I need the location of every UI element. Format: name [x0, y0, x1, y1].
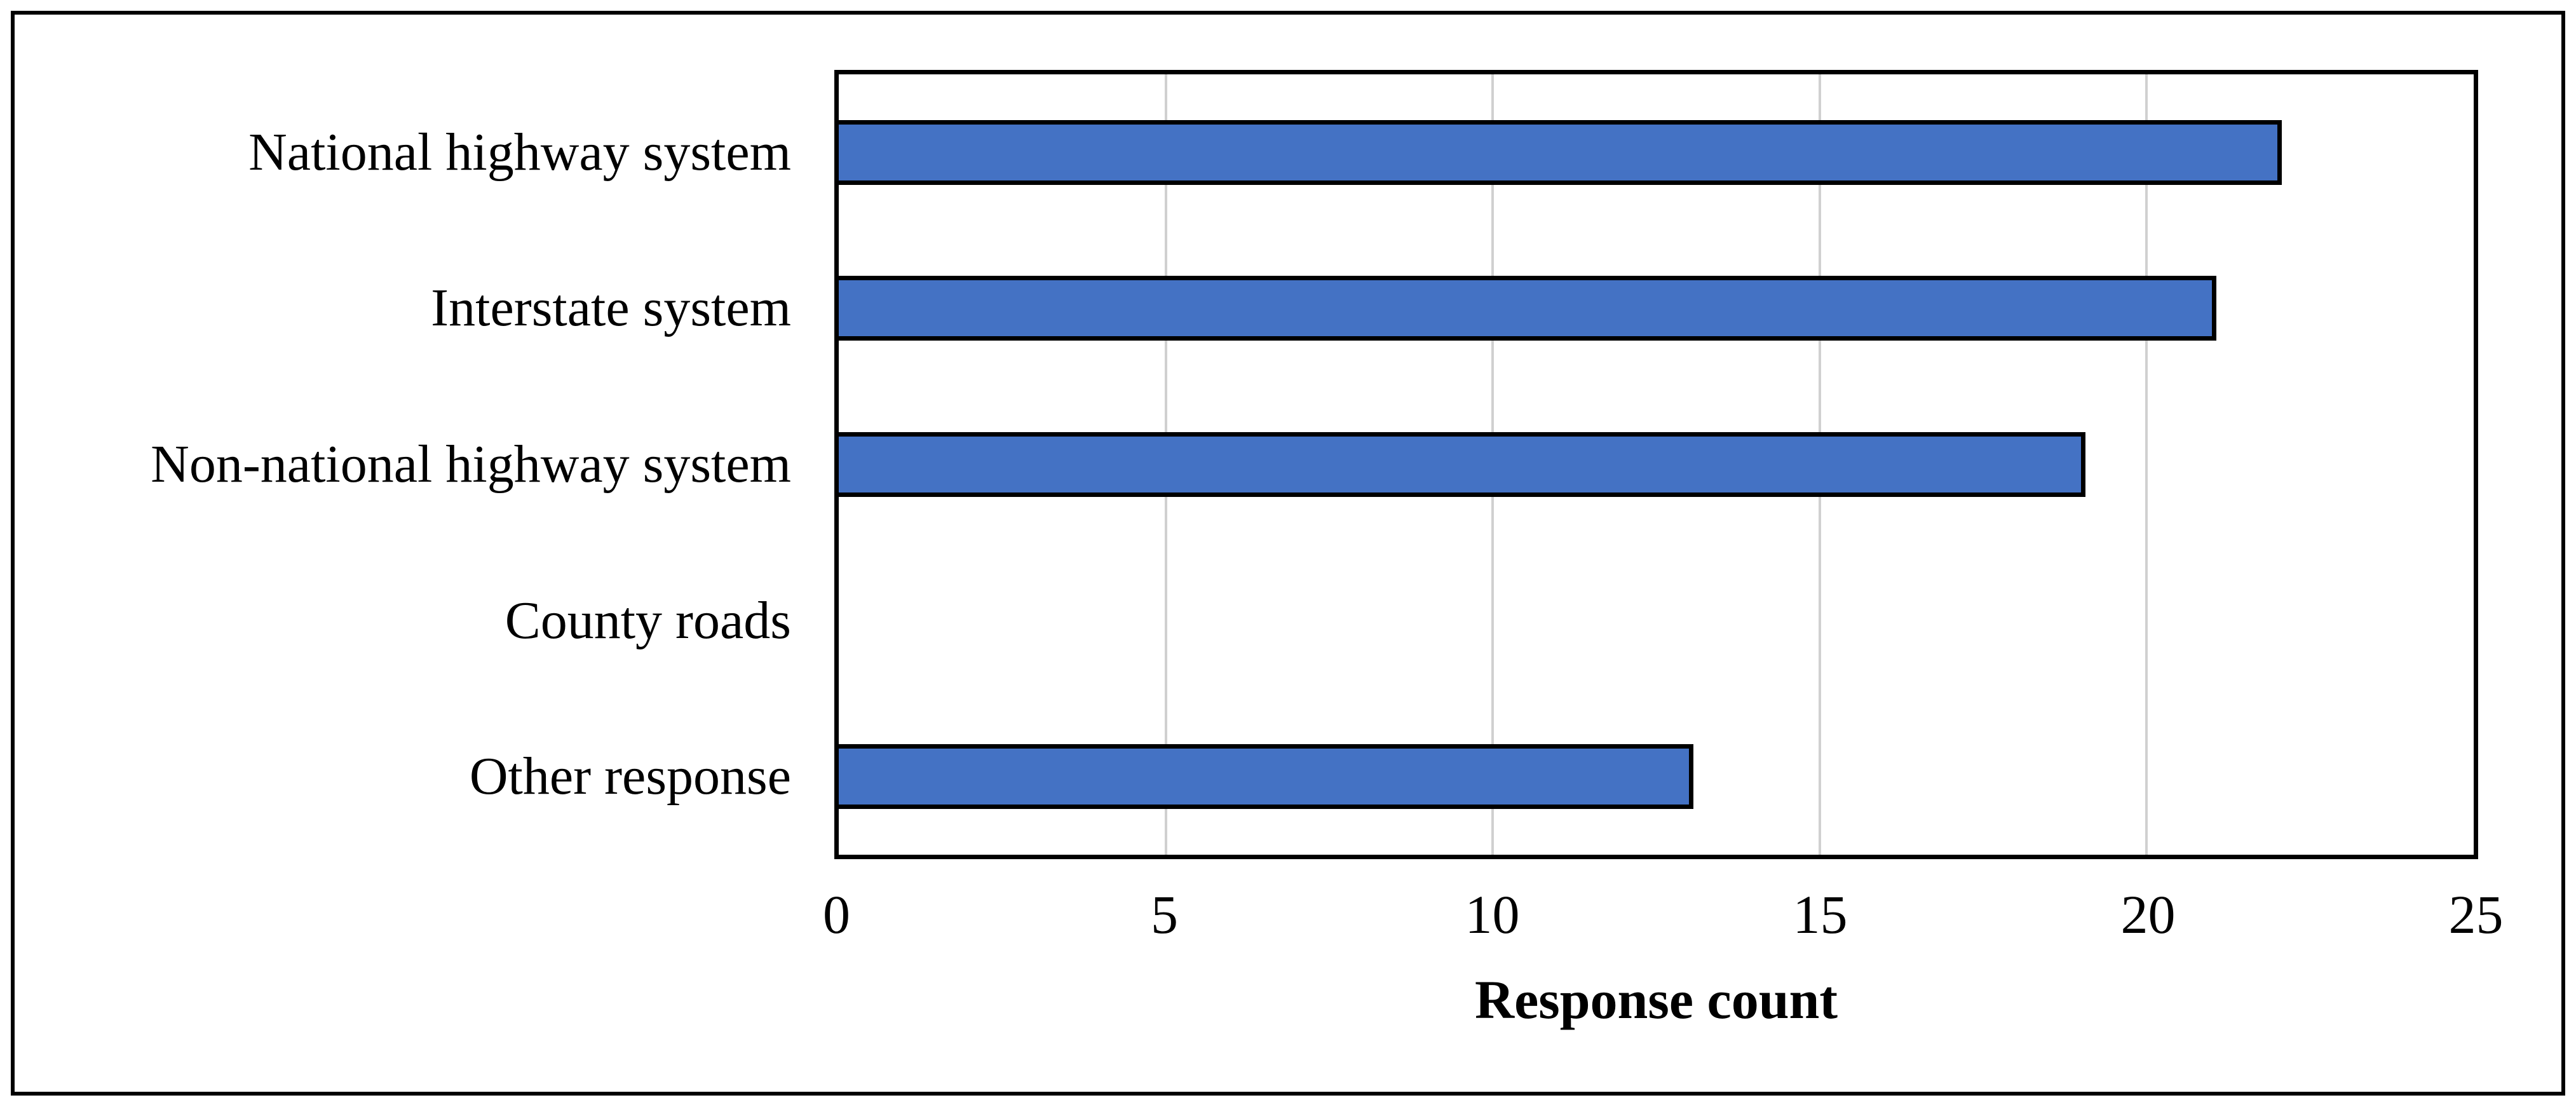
category-label-national-highway-system: National highway system	[248, 122, 791, 182]
category-label-other-response: Other response	[469, 747, 791, 806]
x-tick-label-0: 0	[823, 884, 850, 945]
plot-area	[834, 70, 2478, 859]
x-axis-title: Response count	[1474, 969, 1838, 1030]
x-tick-label-15: 15	[1793, 884, 1848, 945]
gridline-x-20	[2145, 74, 2148, 855]
category-label-interstate-system: Interstate system	[431, 278, 791, 338]
category-label-non-national-highway-system: Non-national highway system	[151, 435, 791, 494]
x-tick-label-5: 5	[1151, 884, 1178, 945]
bar-interstate-system	[834, 276, 2217, 341]
category-label-county-roads: County roads	[505, 590, 791, 650]
x-tick-label-10: 10	[1465, 884, 1520, 945]
x-tick-label-20: 20	[2120, 884, 2176, 945]
x-tick-label-25: 25	[2448, 884, 2504, 945]
bar-other-response	[834, 744, 1693, 810]
bar-non-national-highway-system	[834, 432, 2086, 497]
bar-national-highway-system	[834, 119, 2282, 185]
